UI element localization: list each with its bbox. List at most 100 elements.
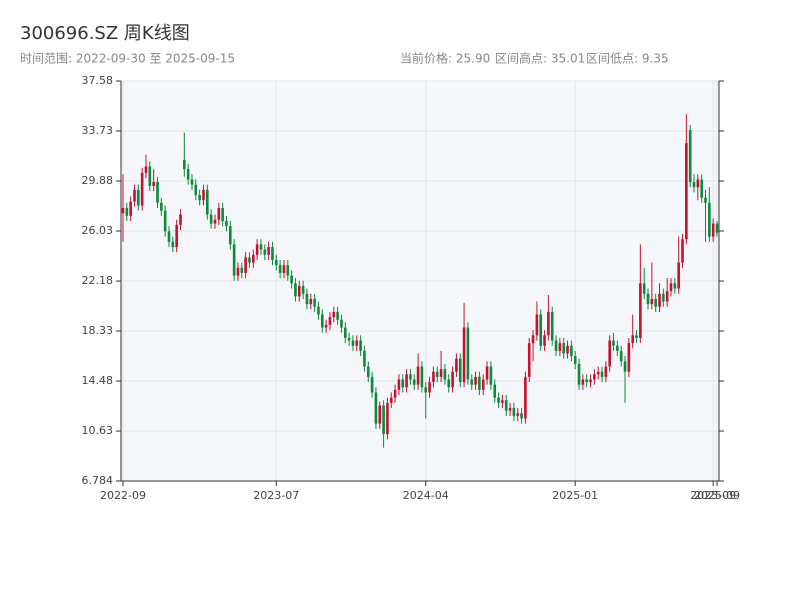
candle-body	[677, 262, 680, 289]
candle-body	[244, 257, 247, 273]
candle-body	[508, 408, 512, 411]
candle-body	[593, 374, 596, 380]
candle-body	[692, 182, 696, 188]
candle-body	[183, 159, 186, 170]
candle-body	[229, 226, 232, 245]
candle-body	[248, 257, 251, 263]
candle-body	[585, 379, 589, 383]
candle-body	[301, 285, 305, 294]
candle-body	[635, 335, 638, 338]
candle-body	[221, 208, 224, 222]
candle-body	[432, 371, 435, 383]
candle-body	[497, 397, 500, 403]
candle-body	[412, 379, 416, 385]
y-tick-label: 26.03	[82, 224, 114, 237]
candle-body	[547, 311, 550, 336]
candle-body	[516, 413, 520, 416]
candle-body	[156, 182, 159, 203]
candle-body	[202, 189, 205, 201]
candle-body	[317, 306, 320, 315]
y-tick-label: 14.48	[82, 374, 114, 387]
candle-body	[600, 371, 604, 377]
candle-body	[654, 298, 657, 307]
stat: 区间低点: 9.35	[586, 52, 669, 66]
candle-body	[148, 166, 152, 186]
candle-body	[374, 392, 378, 424]
candle-body	[608, 340, 611, 367]
candle-body	[485, 366, 489, 380]
candle-body	[267, 246, 270, 255]
candle-body	[470, 379, 474, 385]
candle-body	[351, 340, 355, 346]
x-tick-label: 2025-09	[690, 489, 736, 502]
candle-body	[474, 376, 477, 385]
candle-body	[282, 265, 286, 273]
y-tick-label: 18.33	[82, 324, 114, 337]
candle-body	[673, 283, 677, 289]
candle-body	[550, 311, 554, 341]
candle-body	[274, 259, 278, 266]
candle-body	[650, 298, 654, 305]
candle-body	[186, 169, 190, 180]
candle-body	[466, 327, 470, 380]
y-tick-label: 10.63	[82, 424, 114, 437]
candle-body	[409, 374, 412, 380]
candle-body	[685, 143, 688, 240]
candle-body	[669, 283, 673, 292]
candle-body	[343, 327, 347, 338]
candle-body	[562, 343, 566, 354]
candle-body	[278, 265, 282, 273]
candle-body	[573, 356, 577, 364]
candle-body	[359, 340, 362, 351]
candle-body	[259, 244, 263, 250]
candle-body	[386, 402, 389, 435]
candle-body	[688, 130, 692, 183]
candle-body	[137, 189, 140, 206]
candle-body	[378, 405, 382, 424]
candle-body	[527, 343, 531, 377]
y-tick-label: 37.58	[82, 74, 114, 87]
candle-body	[642, 283, 646, 294]
candle-body	[240, 267, 244, 273]
candle-body	[171, 241, 175, 247]
candle-body	[179, 214, 182, 225]
candle-body	[619, 350, 623, 362]
candle-body	[175, 224, 178, 247]
candle-body	[493, 384, 497, 398]
candle-body	[458, 358, 462, 383]
candle-body	[405, 374, 408, 388]
candle-body	[297, 285, 301, 297]
candle-body	[133, 189, 136, 202]
candle-body	[639, 283, 642, 338]
candle-body	[225, 221, 228, 227]
candle-body	[217, 208, 221, 220]
candle-body	[167, 231, 171, 242]
candle-body	[324, 324, 328, 328]
candle-body	[347, 337, 351, 341]
candle-body	[501, 400, 504, 403]
candle-body	[489, 366, 493, 385]
candle-body	[531, 335, 535, 344]
candle-body	[558, 343, 562, 351]
candle-body	[696, 179, 700, 188]
candle-body	[294, 283, 297, 297]
candle-body	[424, 387, 428, 393]
candle-body	[320, 314, 324, 328]
candle-body	[623, 361, 627, 372]
candle-body	[462, 327, 466, 383]
candle-body	[332, 311, 336, 318]
candle-body	[662, 293, 665, 302]
stat: 区间高点: 35.01	[495, 51, 585, 66]
subtitle: 时间范围: 2022-09-30 至 2025-09-15	[20, 52, 235, 66]
candle-body	[524, 376, 527, 419]
candle-body	[125, 208, 129, 216]
candle-body	[589, 379, 592, 383]
candle-body	[554, 340, 558, 351]
candle-body	[543, 335, 546, 346]
candle-body	[213, 219, 217, 224]
candle-body	[152, 182, 155, 186]
candle-body	[596, 371, 600, 375]
candle-body	[570, 345, 573, 357]
candle-body	[566, 345, 569, 354]
